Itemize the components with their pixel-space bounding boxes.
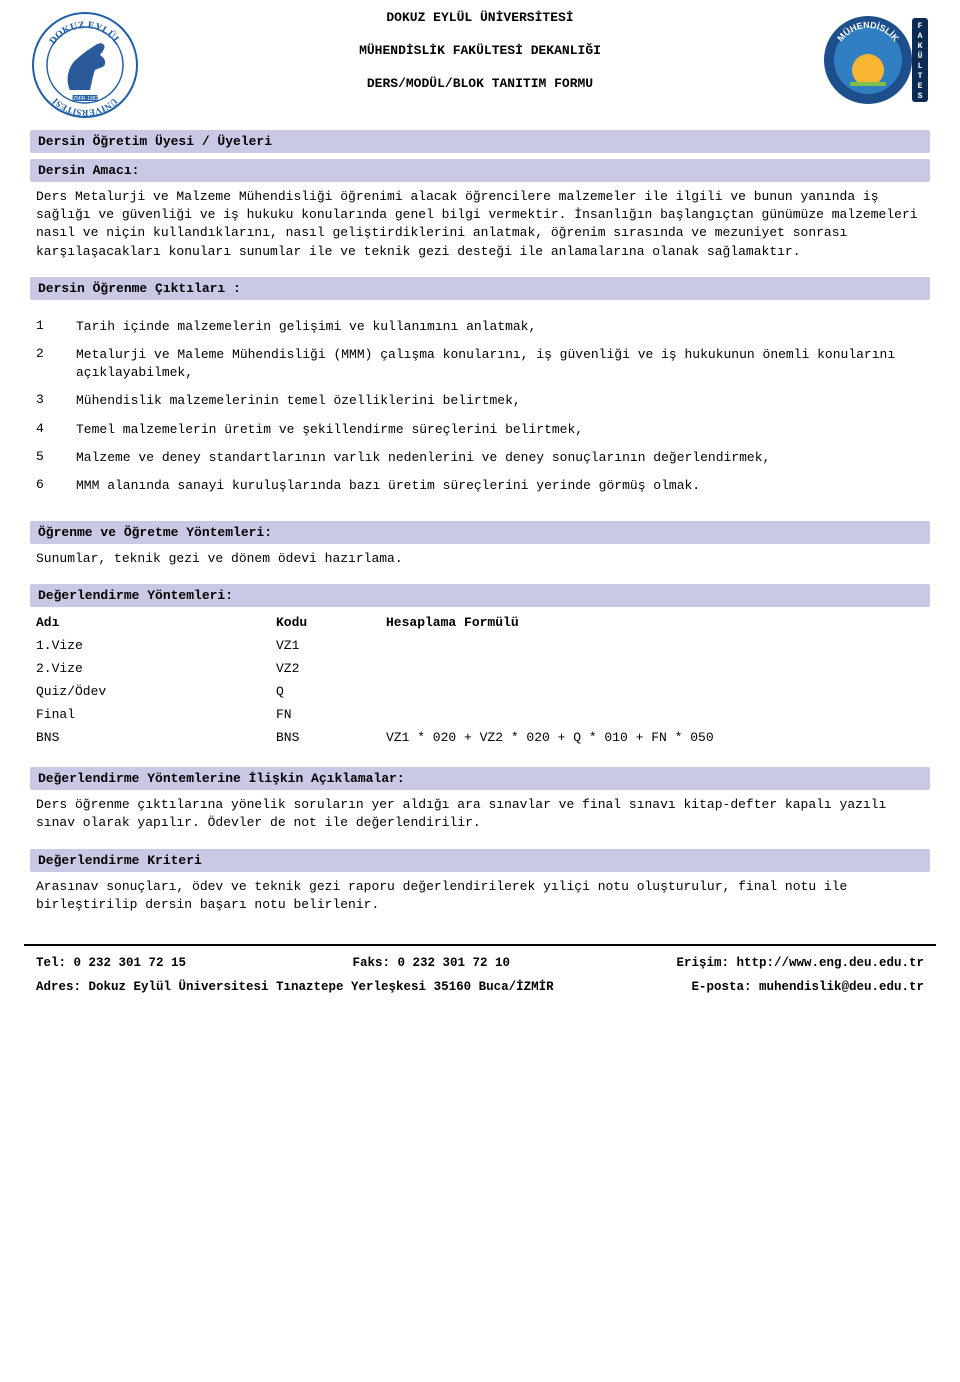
page: DOKUZ EYLÜL ÜNİVERSİTESİ İZMİR-1982 DOKU… [0,0,960,1014]
university-logo-left: DOKUZ EYLÜL ÜNİVERSİTESİ İZMİR-1982 [30,10,140,120]
svg-text:L: L [918,62,923,71]
outcome-number: 2 [36,346,76,361]
svg-text:E: E [918,82,923,91]
footer-divider [24,944,936,946]
methods-bar: Öğrenme ve Öğretme Yöntemleri: [30,521,930,544]
outcome-row: 3Mühendislik malzemelerinin temel özelli… [36,392,924,410]
eval-name: 1.Vize [36,638,276,653]
outcome-number: 1 [36,318,76,333]
outcome-row: 2Metalurji ve Maleme Mühendisliği (MMM) … [36,346,924,382]
svg-text:K: K [918,42,923,51]
eval-name: Final [36,707,276,722]
criteria-text: Arasınav sonuçları, ödev ve teknik gezi … [30,876,930,924]
outcome-row: 1Tarih içinde malzemelerin gelişimi ve k… [36,318,924,336]
svg-text:A: A [918,32,923,41]
header-line2: MÜHENDİSLİK FAKÜLTESİ DEKANLIĞI [140,43,820,58]
criteria-bar: Değerlendirme Kriteri [30,849,930,872]
svg-text:T: T [918,72,923,81]
eval-code: FN [276,707,386,722]
eval-code: Q [276,684,386,699]
faculty-logo-right: MÜHENDİSLİK F A K Ü L T E S [820,10,930,110]
instructor-bar: Dersin Öğretim Üyesi / Üyeleri [30,130,930,153]
header-line1: DOKUZ EYLÜL ÜNİVERSİTESİ [140,10,820,25]
eval-row: 1.VizeVZ1 [36,638,924,653]
eval-formula: VZ1 * 020 + VZ2 * 020 + Q * 010 + FN * 0… [386,730,924,745]
svg-text:İZMİR-1982: İZMİR-1982 [72,95,99,102]
footer-tel: Tel: 0 232 301 72 15 [36,956,186,970]
header: DOKUZ EYLÜL ÜNİVERSİTESİ İZMİR-1982 DOKU… [30,10,930,120]
header-titles: DOKUZ EYLÜL ÜNİVERSİTESİ MÜHENDİSLİK FAK… [140,10,820,109]
outcome-number: 6 [36,477,76,492]
outcome-text: MMM alanında sanayi kuruluşlarında bazı … [76,477,924,495]
eval-name: 2.Vize [36,661,276,676]
eval-header-row: Adı Kodu Hesaplama Formülü [36,615,924,630]
eval-notes-text: Ders öğrenme çıktılarına yönelik sorular… [30,794,930,842]
eval-formula [386,707,924,722]
eval-code: VZ2 [276,661,386,676]
eval-formula [386,661,924,676]
svg-text:F: F [918,22,923,31]
eval-code: VZ1 [276,638,386,653]
footer-eposta: E-posta: muhendislik@deu.edu.tr [691,980,924,994]
outcome-text: Temel malzemelerin üretim ve şekillendir… [76,421,924,439]
aim-bar: Dersin Amacı: [30,159,930,182]
eval-row: Quiz/ÖdevQ [36,684,924,699]
eval-col-name: Adı [36,615,276,630]
svg-text:Ü: Ü [918,52,923,61]
outcome-number: 3 [36,392,76,407]
eval-code: BNS [276,730,386,745]
eval-formula [386,638,924,653]
outcomes-bar: Dersin Öğrenme Çıktıları : [30,277,930,300]
eval-col-formula: Hesaplama Formülü [386,615,924,630]
outcome-text: Malzeme ve deney standartlarının varlık … [76,449,924,467]
footer: Tel: 0 232 301 72 15 Faks: 0 232 301 72 … [30,956,930,994]
eval-table: Adı Kodu Hesaplama Formülü 1.VizeVZ12.Vi… [30,611,930,761]
outcome-number: 4 [36,421,76,436]
outcome-text: Mühendislik malzemelerinin temel özellik… [76,392,924,410]
svg-text:S: S [918,92,923,101]
outcomes-list: 1Tarih içinde malzemelerin gelişimi ve k… [30,304,930,515]
eval-notes-bar: Değerlendirme Yöntemlerine İlişkin Açıkl… [30,767,930,790]
outcome-row: 5Malzeme ve deney standartlarının varlık… [36,449,924,467]
outcome-text: Tarih içinde malzemelerin gelişimi ve ku… [76,318,924,336]
footer-faks: Faks: 0 232 301 72 10 [352,956,510,970]
footer-erisim: Erişim: http://www.eng.deu.edu.tr [676,956,924,970]
eval-col-code: Kodu [276,615,386,630]
outcome-row: 4Temel malzemelerin üretim ve şekillendi… [36,421,924,439]
outcome-row: 6MMM alanında sanayi kuruluşlarında bazı… [36,477,924,495]
outcome-text: Metalurji ve Maleme Mühendisliği (MMM) ç… [76,346,924,382]
methods-text: Sunumlar, teknik gezi ve dönem ödevi haz… [30,548,930,578]
eval-row: BNSBNSVZ1 * 020 + VZ2 * 020 + Q * 010 + … [36,730,924,745]
eval-formula [386,684,924,699]
eval-row: 2.VizeVZ2 [36,661,924,676]
outcome-number: 5 [36,449,76,464]
eval-bar: Değerlendirme Yöntemleri: [30,584,930,607]
eval-name: Quiz/Ödev [36,684,276,699]
eval-name: BNS [36,730,276,745]
header-line3: DERS/MODÜL/BLOK TANITIM FORMU [140,76,820,91]
aim-text: Ders Metalurji ve Malzeme Mühendisliği ö… [30,186,930,271]
eval-row: FinalFN [36,707,924,722]
footer-adres: Adres: Dokuz Eylül Üniversitesi Tınaztep… [36,980,554,994]
